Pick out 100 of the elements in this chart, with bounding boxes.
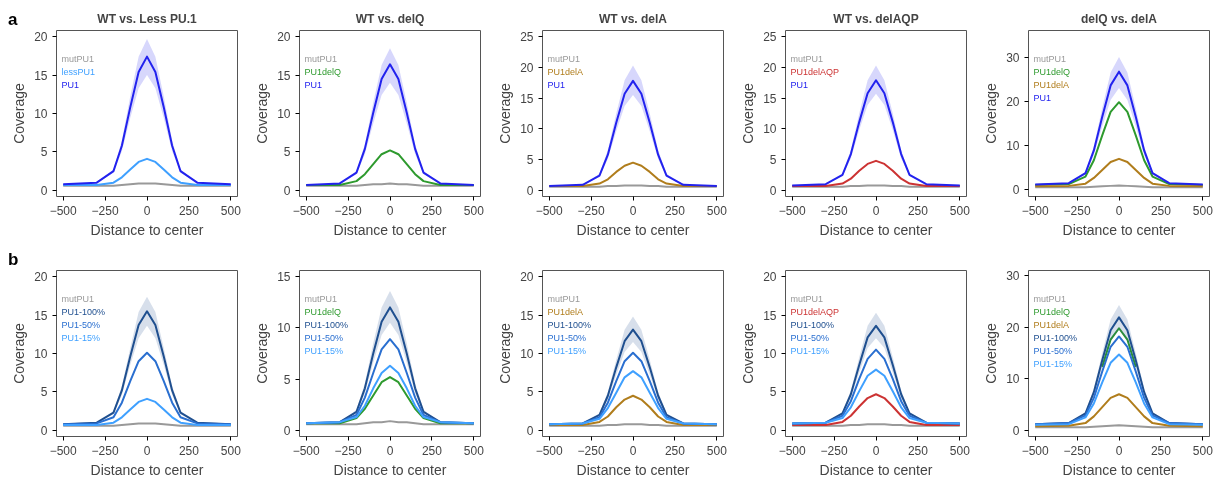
- x-tick-label: 500: [463, 443, 485, 458]
- chart-title: WT vs. delAQP: [833, 11, 919, 26]
- x-axis-title: Distance to center: [819, 221, 933, 238]
- text: PU1delQ: [304, 306, 342, 317]
- x-tick-label: 0: [872, 443, 880, 458]
- text: PU1-50%: [547, 332, 587, 343]
- text: mutPU1: [547, 293, 581, 304]
- text: PU1-50%: [61, 319, 101, 330]
- y-axis-title: Coverage: [11, 322, 28, 384]
- y-tick-label: 0: [40, 183, 48, 198]
- y-axis-title: Coverage: [983, 82, 1000, 144]
- text: PU1-15%: [790, 345, 830, 356]
- text: PU1-15%: [61, 332, 101, 343]
- x-tick-label: 500: [706, 443, 728, 458]
- y-tick-label: 20: [34, 30, 48, 45]
- text: PU1-15%: [1033, 358, 1073, 369]
- text: mutPU1: [1033, 53, 1067, 64]
- text: PU1delQ: [304, 66, 342, 77]
- y-tick-label: 20: [1006, 94, 1020, 109]
- x-tick-label: 250: [421, 203, 443, 218]
- chart-title: WT vs. delQ: [355, 11, 425, 26]
- text: PU1delAQP: [790, 306, 840, 317]
- y-tick-label: 0: [283, 183, 291, 198]
- x-tick-label: 0: [629, 443, 637, 458]
- text: mutPU1: [790, 293, 824, 304]
- x-tick-label: −500: [49, 443, 78, 458]
- line-series: [1034, 157, 1204, 188]
- x-tick-label: 0: [1115, 443, 1123, 458]
- x-axis-title: Distance to center: [576, 461, 690, 478]
- text: b: [8, 250, 19, 270]
- text: mutPU1: [304, 53, 338, 64]
- line-series: [1034, 335, 1204, 426]
- x-tick-label: 250: [664, 443, 686, 458]
- text: mutPU1: [1033, 293, 1067, 304]
- text: mutPU1: [790, 53, 824, 64]
- text: mutPU1: [304, 293, 338, 304]
- y-axis-title: Coverage: [254, 322, 271, 384]
- x-tick-label: −500: [778, 443, 807, 458]
- chart-title: WT vs. Less PU.1: [97, 11, 198, 26]
- y-tick-label: 15: [520, 308, 534, 323]
- x-tick-label: −500: [535, 443, 564, 458]
- x-tick-label: −500: [292, 203, 321, 218]
- x-axis-title: Distance to center: [1062, 461, 1176, 478]
- text: PU1: [547, 79, 566, 90]
- y-tick-label: 0: [283, 423, 291, 438]
- y-tick-label: 25: [520, 30, 534, 45]
- y-tick-label: 10: [1006, 139, 1020, 154]
- x-tick-label: 250: [907, 203, 929, 218]
- y-tick-label: 15: [277, 270, 291, 285]
- x-tick-label: 0: [1115, 203, 1123, 218]
- x-tick-label: 250: [178, 443, 200, 458]
- x-axis-title: Distance to center: [1062, 221, 1176, 238]
- y-tick-label: 30: [1006, 50, 1020, 65]
- line-series: [62, 351, 232, 426]
- x-tick-label: −250: [1063, 443, 1091, 458]
- y-tick-label: 0: [526, 183, 534, 198]
- y-tick-label: 0: [526, 423, 534, 438]
- text: PU1delQ: [1033, 306, 1071, 317]
- x-tick-label: 500: [949, 203, 971, 218]
- y-tick-label: 10: [277, 321, 291, 336]
- y-axis-title: Coverage: [497, 322, 514, 384]
- text: PU1: [790, 79, 809, 90]
- text: PU1-100%: [1033, 332, 1078, 343]
- x-tick-label: −500: [778, 203, 807, 218]
- x-tick-label: 250: [178, 203, 200, 218]
- y-tick-label: 20: [763, 270, 777, 285]
- x-tick-label: −250: [820, 443, 848, 458]
- x-tick-label: 250: [1150, 203, 1172, 218]
- x-axis-title: Distance to center: [333, 221, 447, 238]
- y-axis-title: Coverage: [497, 82, 514, 144]
- text: PU1: [61, 79, 80, 90]
- y-axis-title: Coverage: [254, 82, 271, 144]
- x-axis-title: Distance to center: [90, 461, 204, 478]
- y-tick-label: 15: [34, 68, 48, 83]
- y-tick-label: 0: [769, 423, 777, 438]
- y-tick-label: 10: [34, 347, 48, 361]
- y-tick-label: 15: [520, 91, 534, 106]
- y-tick-label: 20: [277, 30, 291, 45]
- text: PU1-15%: [304, 345, 344, 356]
- y-tick-label: 10: [34, 107, 48, 121]
- x-tick-label: 500: [1192, 443, 1214, 458]
- y-tick-label: 20: [1006, 320, 1020, 335]
- y-tick-label: 25: [763, 30, 777, 45]
- x-axis-title: Distance to center: [90, 221, 204, 238]
- text: PU1-50%: [1033, 345, 1073, 356]
- text: PU1delA: [1033, 79, 1070, 90]
- y-axis-title: Coverage: [11, 82, 28, 144]
- text: PU1-100%: [304, 319, 349, 330]
- x-tick-label: 0: [386, 443, 394, 458]
- text: PU1-15%: [547, 345, 587, 356]
- y-tick-label: 5: [769, 153, 777, 168]
- text: PU1delA: [547, 306, 584, 317]
- text: PU1: [1033, 92, 1052, 103]
- y-tick-label: 10: [763, 347, 777, 361]
- x-tick-label: −250: [91, 443, 119, 458]
- x-tick-label: 250: [664, 203, 686, 218]
- text: a: [8, 10, 18, 30]
- x-tick-label: −250: [577, 443, 605, 458]
- text: lessPU1: [61, 66, 96, 77]
- text: mutPU1: [547, 53, 581, 64]
